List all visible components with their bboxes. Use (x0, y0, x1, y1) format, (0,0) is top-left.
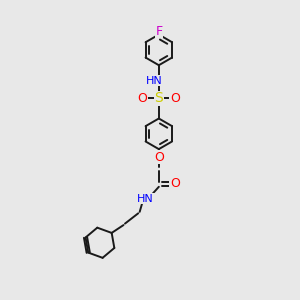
Text: HN: HN (137, 194, 154, 204)
Text: O: O (170, 92, 180, 105)
Text: HN: HN (146, 76, 163, 86)
Text: O: O (138, 92, 148, 105)
Text: O: O (154, 151, 164, 164)
Text: F: F (155, 25, 162, 38)
Text: S: S (154, 92, 163, 106)
Text: O: O (170, 177, 180, 190)
